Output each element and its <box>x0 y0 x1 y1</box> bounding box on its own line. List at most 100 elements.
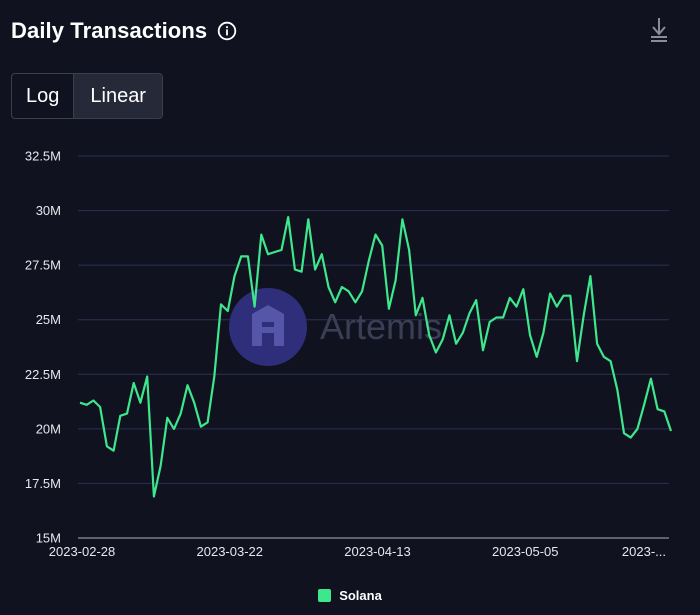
data-point[interactable] <box>266 252 271 257</box>
data-point[interactable] <box>279 247 284 252</box>
data-point[interactable] <box>481 348 486 353</box>
data-point[interactable] <box>151 494 156 499</box>
data-point[interactable] <box>319 252 324 257</box>
data-point[interactable] <box>178 411 183 416</box>
data-point[interactable] <box>467 311 472 316</box>
data-point[interactable] <box>648 376 653 381</box>
data-point[interactable] <box>420 295 425 300</box>
legend-swatch-solana[interactable] <box>318 589 332 602</box>
data-point[interactable] <box>413 313 418 318</box>
data-point[interactable] <box>252 304 257 309</box>
data-point[interactable] <box>561 293 566 298</box>
data-point[interactable] <box>487 319 492 324</box>
data-point[interactable] <box>198 424 203 429</box>
data-point[interactable] <box>548 291 553 296</box>
data-point[interactable] <box>91 398 96 403</box>
data-point[interactable] <box>521 287 526 292</box>
data-point[interactable] <box>669 429 674 434</box>
download-icon[interactable] <box>648 16 670 44</box>
data-point[interactable] <box>125 411 130 416</box>
data-point[interactable] <box>360 289 365 294</box>
data-point[interactable] <box>595 341 600 346</box>
data-point[interactable] <box>474 298 479 303</box>
data-point[interactable] <box>111 448 116 453</box>
data-point[interactable] <box>380 243 385 248</box>
data-point[interactable] <box>393 278 398 283</box>
data-point[interactable] <box>272 250 277 255</box>
data-point[interactable] <box>292 267 297 272</box>
data-point[interactable] <box>575 359 580 364</box>
data-point[interactable] <box>460 330 465 335</box>
data-point[interactable] <box>158 464 163 469</box>
data-point[interactable] <box>185 383 190 388</box>
data-point[interactable] <box>353 300 358 305</box>
data-point[interactable] <box>78 400 83 405</box>
data-point[interactable] <box>608 359 613 364</box>
data-point[interactable] <box>118 413 123 418</box>
data-point[interactable] <box>225 309 230 314</box>
data-point[interactable] <box>239 254 244 259</box>
data-point[interactable] <box>514 304 519 309</box>
data-point[interactable] <box>339 285 344 290</box>
data-point[interactable] <box>306 217 311 222</box>
data-point[interactable] <box>447 313 452 318</box>
data-point[interactable] <box>299 269 304 274</box>
data-point[interactable] <box>454 341 459 346</box>
data-point[interactable] <box>568 293 573 298</box>
data-point[interactable] <box>172 426 177 431</box>
data-point[interactable] <box>326 285 331 290</box>
data-point[interactable] <box>662 409 667 414</box>
data-point[interactable] <box>373 232 378 237</box>
data-point[interactable] <box>333 300 338 305</box>
data-point[interactable] <box>286 215 291 220</box>
data-point[interactable] <box>192 400 197 405</box>
data-point[interactable] <box>245 254 250 259</box>
scale-toggle: Log Linear <box>11 73 163 119</box>
data-point[interactable] <box>259 232 264 237</box>
data-point[interactable] <box>615 387 620 392</box>
data-point[interactable] <box>427 333 432 338</box>
data-point[interactable] <box>131 381 136 386</box>
data-point[interactable] <box>628 435 633 440</box>
data-point[interactable] <box>400 217 405 222</box>
data-point[interactable] <box>313 267 318 272</box>
info-circle-icon[interactable] <box>217 21 237 41</box>
data-point[interactable] <box>366 258 371 263</box>
data-point[interactable] <box>507 295 512 300</box>
data-point[interactable] <box>433 350 438 355</box>
data-point[interactable] <box>635 426 640 431</box>
data-point[interactable] <box>232 274 237 279</box>
data-point[interactable] <box>501 315 506 320</box>
legend-label-solana[interactable]: Solana <box>339 588 382 603</box>
data-point[interactable] <box>534 354 539 359</box>
data-point[interactable] <box>581 313 586 318</box>
data-point[interactable] <box>386 306 391 311</box>
data-point[interactable] <box>84 402 89 407</box>
data-point[interactable] <box>138 400 143 405</box>
data-point[interactable] <box>205 420 210 425</box>
linear-scale-button[interactable]: Linear <box>74 74 162 118</box>
data-point[interactable] <box>494 315 499 320</box>
data-point[interactable] <box>642 402 647 407</box>
y-tick-label: 22.5M <box>25 367 61 382</box>
data-point[interactable] <box>541 330 546 335</box>
data-point[interactable] <box>528 333 533 338</box>
data-point[interactable] <box>440 337 445 342</box>
data-point[interactable] <box>655 407 660 412</box>
data-point[interactable] <box>145 374 150 379</box>
data-point[interactable] <box>104 444 109 449</box>
data-point[interactable] <box>219 302 224 307</box>
data-point[interactable] <box>98 405 103 410</box>
data-point[interactable] <box>588 274 593 279</box>
data-point[interactable] <box>601 354 606 359</box>
log-scale-button[interactable]: Log <box>12 74 75 118</box>
data-point[interactable] <box>407 247 412 252</box>
series-line-solana[interactable] <box>79 216 673 498</box>
data-point[interactable] <box>622 431 627 436</box>
line-chart: Artemis 15M 17.5M 20M 22.5M 25M 27.5M 30M 32.5M… <box>25 149 674 559</box>
data-point[interactable] <box>346 289 351 294</box>
data-point[interactable] <box>165 415 170 420</box>
y-axis: 15M 17.5M 20M 22.5M 25M 27.5M 30M 32.5M <box>25 149 61 546</box>
data-point[interactable] <box>212 374 217 379</box>
data-point[interactable] <box>554 304 559 309</box>
